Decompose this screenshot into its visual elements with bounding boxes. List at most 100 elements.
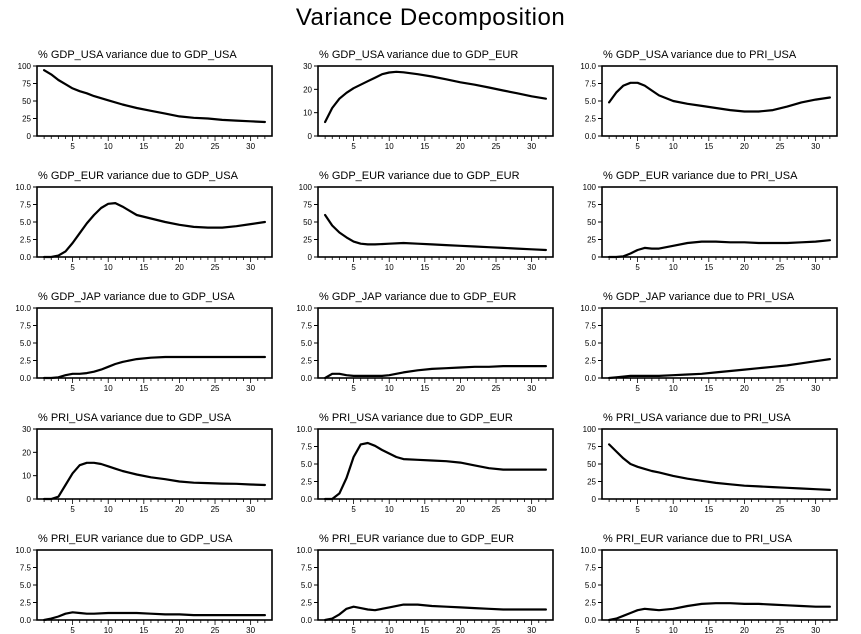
x-tick-label: 25 (776, 505, 785, 514)
y-tick-label: 100 (583, 183, 597, 192)
x-tick-label: 25 (776, 384, 785, 393)
chart-panel-7: % GDP_JAP variance due to GDP_USA 0.0 2.5 5… (15, 291, 273, 393)
y-tick-label: 7.5 (20, 201, 32, 210)
chart-panel-3: % GDP_USA variance due to PRI_USA 0.0 2.5 5… (580, 49, 838, 151)
y-tick-label: 0.0 (585, 132, 597, 141)
x-tick-label: 5 (635, 626, 640, 634)
x-tick-label: 20 (740, 505, 749, 514)
x-tick-label: 10 (385, 142, 394, 151)
x-tick-label: 5 (635, 384, 640, 393)
series-line (324, 441, 548, 501)
x-tick-label: 15 (704, 142, 713, 151)
panel-title: % PRI_EUR variance due to GDP_USA (38, 533, 233, 545)
plot-frame (317, 65, 554, 137)
plot-frame (317, 428, 554, 500)
x-tick-label: 25 (776, 263, 785, 272)
x-tick-label: 30 (811, 142, 820, 151)
chart-panel-1: % GDP_USA variance due to GDP_USA 0 25 50 75… (18, 49, 273, 151)
x-tick-label: 10 (104, 505, 113, 514)
x-tick-label: 15 (704, 384, 713, 393)
x-tick-label: 5 (351, 263, 356, 272)
series-line (42, 202, 266, 259)
y-tick-label: 2.5 (301, 599, 313, 608)
x-tick-label: 15 (704, 626, 713, 634)
y-tick-label: 5.0 (585, 97, 597, 106)
plot-frame (36, 307, 273, 379)
x-tick-label: 30 (527, 142, 536, 151)
x-tick-label: 25 (492, 384, 501, 393)
x-tick-label: 15 (420, 505, 429, 514)
y-tick-label: 2.5 (585, 599, 597, 608)
y-tick-label: 0.0 (20, 616, 32, 625)
y-tick-label: 0.0 (301, 374, 313, 383)
y-tick-label: 5.0 (301, 339, 313, 348)
x-tick-label: 5 (635, 505, 640, 514)
x-tick-label: 15 (420, 142, 429, 151)
y-tick-label: 10.0 (15, 546, 31, 555)
x-tick-label: 30 (527, 505, 536, 514)
x-tick-label: 30 (811, 384, 820, 393)
y-tick-label: 5.0 (20, 339, 32, 348)
y-tick-label: 7.5 (20, 322, 32, 331)
plot-frame (36, 65, 273, 137)
x-tick-label: 30 (527, 384, 536, 393)
series-line (42, 355, 266, 380)
y-tick-label: 7.5 (301, 322, 313, 331)
y-tick-label: 10.0 (580, 304, 596, 313)
x-tick-label: 25 (492, 263, 501, 272)
y-tick-label: 25 (303, 236, 312, 245)
chart-panel-14: % PRI_EUR variance due to GDP_EUR 0.0 2.5 5… (296, 533, 554, 634)
x-tick-label: 15 (139, 505, 148, 514)
y-tick-label: 0.0 (301, 495, 313, 504)
panel-title: % GDP_EUR variance due to PRI_USA (603, 170, 798, 182)
chart-panel-10: % PRI_USA variance due to GDP_USA 0 10 20 30… (22, 412, 273, 514)
x-tick-label: 25 (492, 142, 501, 151)
y-tick-label: 5.0 (301, 581, 313, 590)
x-tick-label: 5 (351, 626, 356, 634)
x-tick-label: 25 (211, 384, 220, 393)
x-tick-label: 5 (70, 384, 75, 393)
chart-panel-5: % GDP_EUR variance due to GDP_EUR 0 25 50 75… (299, 170, 554, 272)
y-tick-label: 75 (587, 201, 596, 210)
x-tick-label: 5 (70, 263, 75, 272)
y-tick-label: 100 (18, 62, 32, 71)
y-tick-label: 0.0 (20, 253, 32, 262)
y-tick-label: 100 (583, 425, 597, 434)
y-tick-label: 7.5 (301, 443, 313, 452)
y-tick-label: 0 (308, 253, 313, 262)
y-tick-label: 20 (22, 448, 31, 457)
y-tick-label: 10 (303, 109, 312, 118)
x-tick-label: 30 (527, 263, 536, 272)
y-tick-label: 0 (308, 132, 313, 141)
x-tick-label: 10 (669, 626, 678, 634)
y-tick-label: 2.5 (301, 478, 313, 487)
y-tick-label: 10.0 (15, 304, 31, 313)
x-tick-label: 15 (139, 626, 148, 634)
x-tick-label: 10 (385, 505, 394, 514)
panel-title: % GDP_USA variance due to GDP_EUR (319, 49, 518, 61)
x-tick-label: 20 (456, 505, 465, 514)
panel-title: % GDP_JAP variance due to GDP_USA (38, 291, 235, 303)
y-tick-label: 10.0 (15, 183, 31, 192)
x-tick-label: 15 (420, 384, 429, 393)
panel-title: % PRI_USA variance due to PRI_USA (603, 412, 791, 424)
x-tick-label: 20 (175, 626, 184, 634)
y-tick-label: 0.0 (20, 374, 32, 383)
panel-title: % GDP_EUR variance due to GDP_EUR (319, 170, 520, 182)
x-tick-label: 25 (211, 263, 220, 272)
x-tick-label: 15 (420, 626, 429, 634)
x-tick-label: 10 (669, 263, 678, 272)
y-tick-label: 7.5 (585, 564, 597, 573)
x-tick-label: 30 (246, 142, 255, 151)
page-title: Variance Decomposition (295, 4, 566, 31)
plot-frame (36, 549, 273, 621)
panel-title: % GDP_JAP variance due to GDP_EUR (319, 291, 516, 303)
y-tick-label: 25 (587, 236, 596, 245)
x-tick-label: 30 (811, 263, 820, 272)
y-tick-label: 10.0 (296, 304, 312, 313)
x-tick-label: 30 (246, 626, 255, 634)
x-tick-label: 20 (175, 505, 184, 514)
y-tick-label: 2.5 (20, 236, 32, 245)
chart-panel-4: % GDP_EUR variance due to GDP_USA 0.0 2.5 5… (15, 170, 273, 272)
